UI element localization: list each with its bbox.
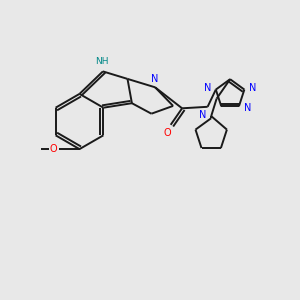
Text: N: N: [204, 83, 211, 93]
Text: O: O: [163, 128, 171, 138]
Text: NH: NH: [95, 57, 108, 66]
Text: N: N: [249, 83, 256, 93]
Text: N: N: [244, 103, 251, 113]
Text: N: N: [152, 74, 159, 84]
Text: N: N: [199, 110, 206, 120]
Text: O: O: [49, 143, 57, 154]
